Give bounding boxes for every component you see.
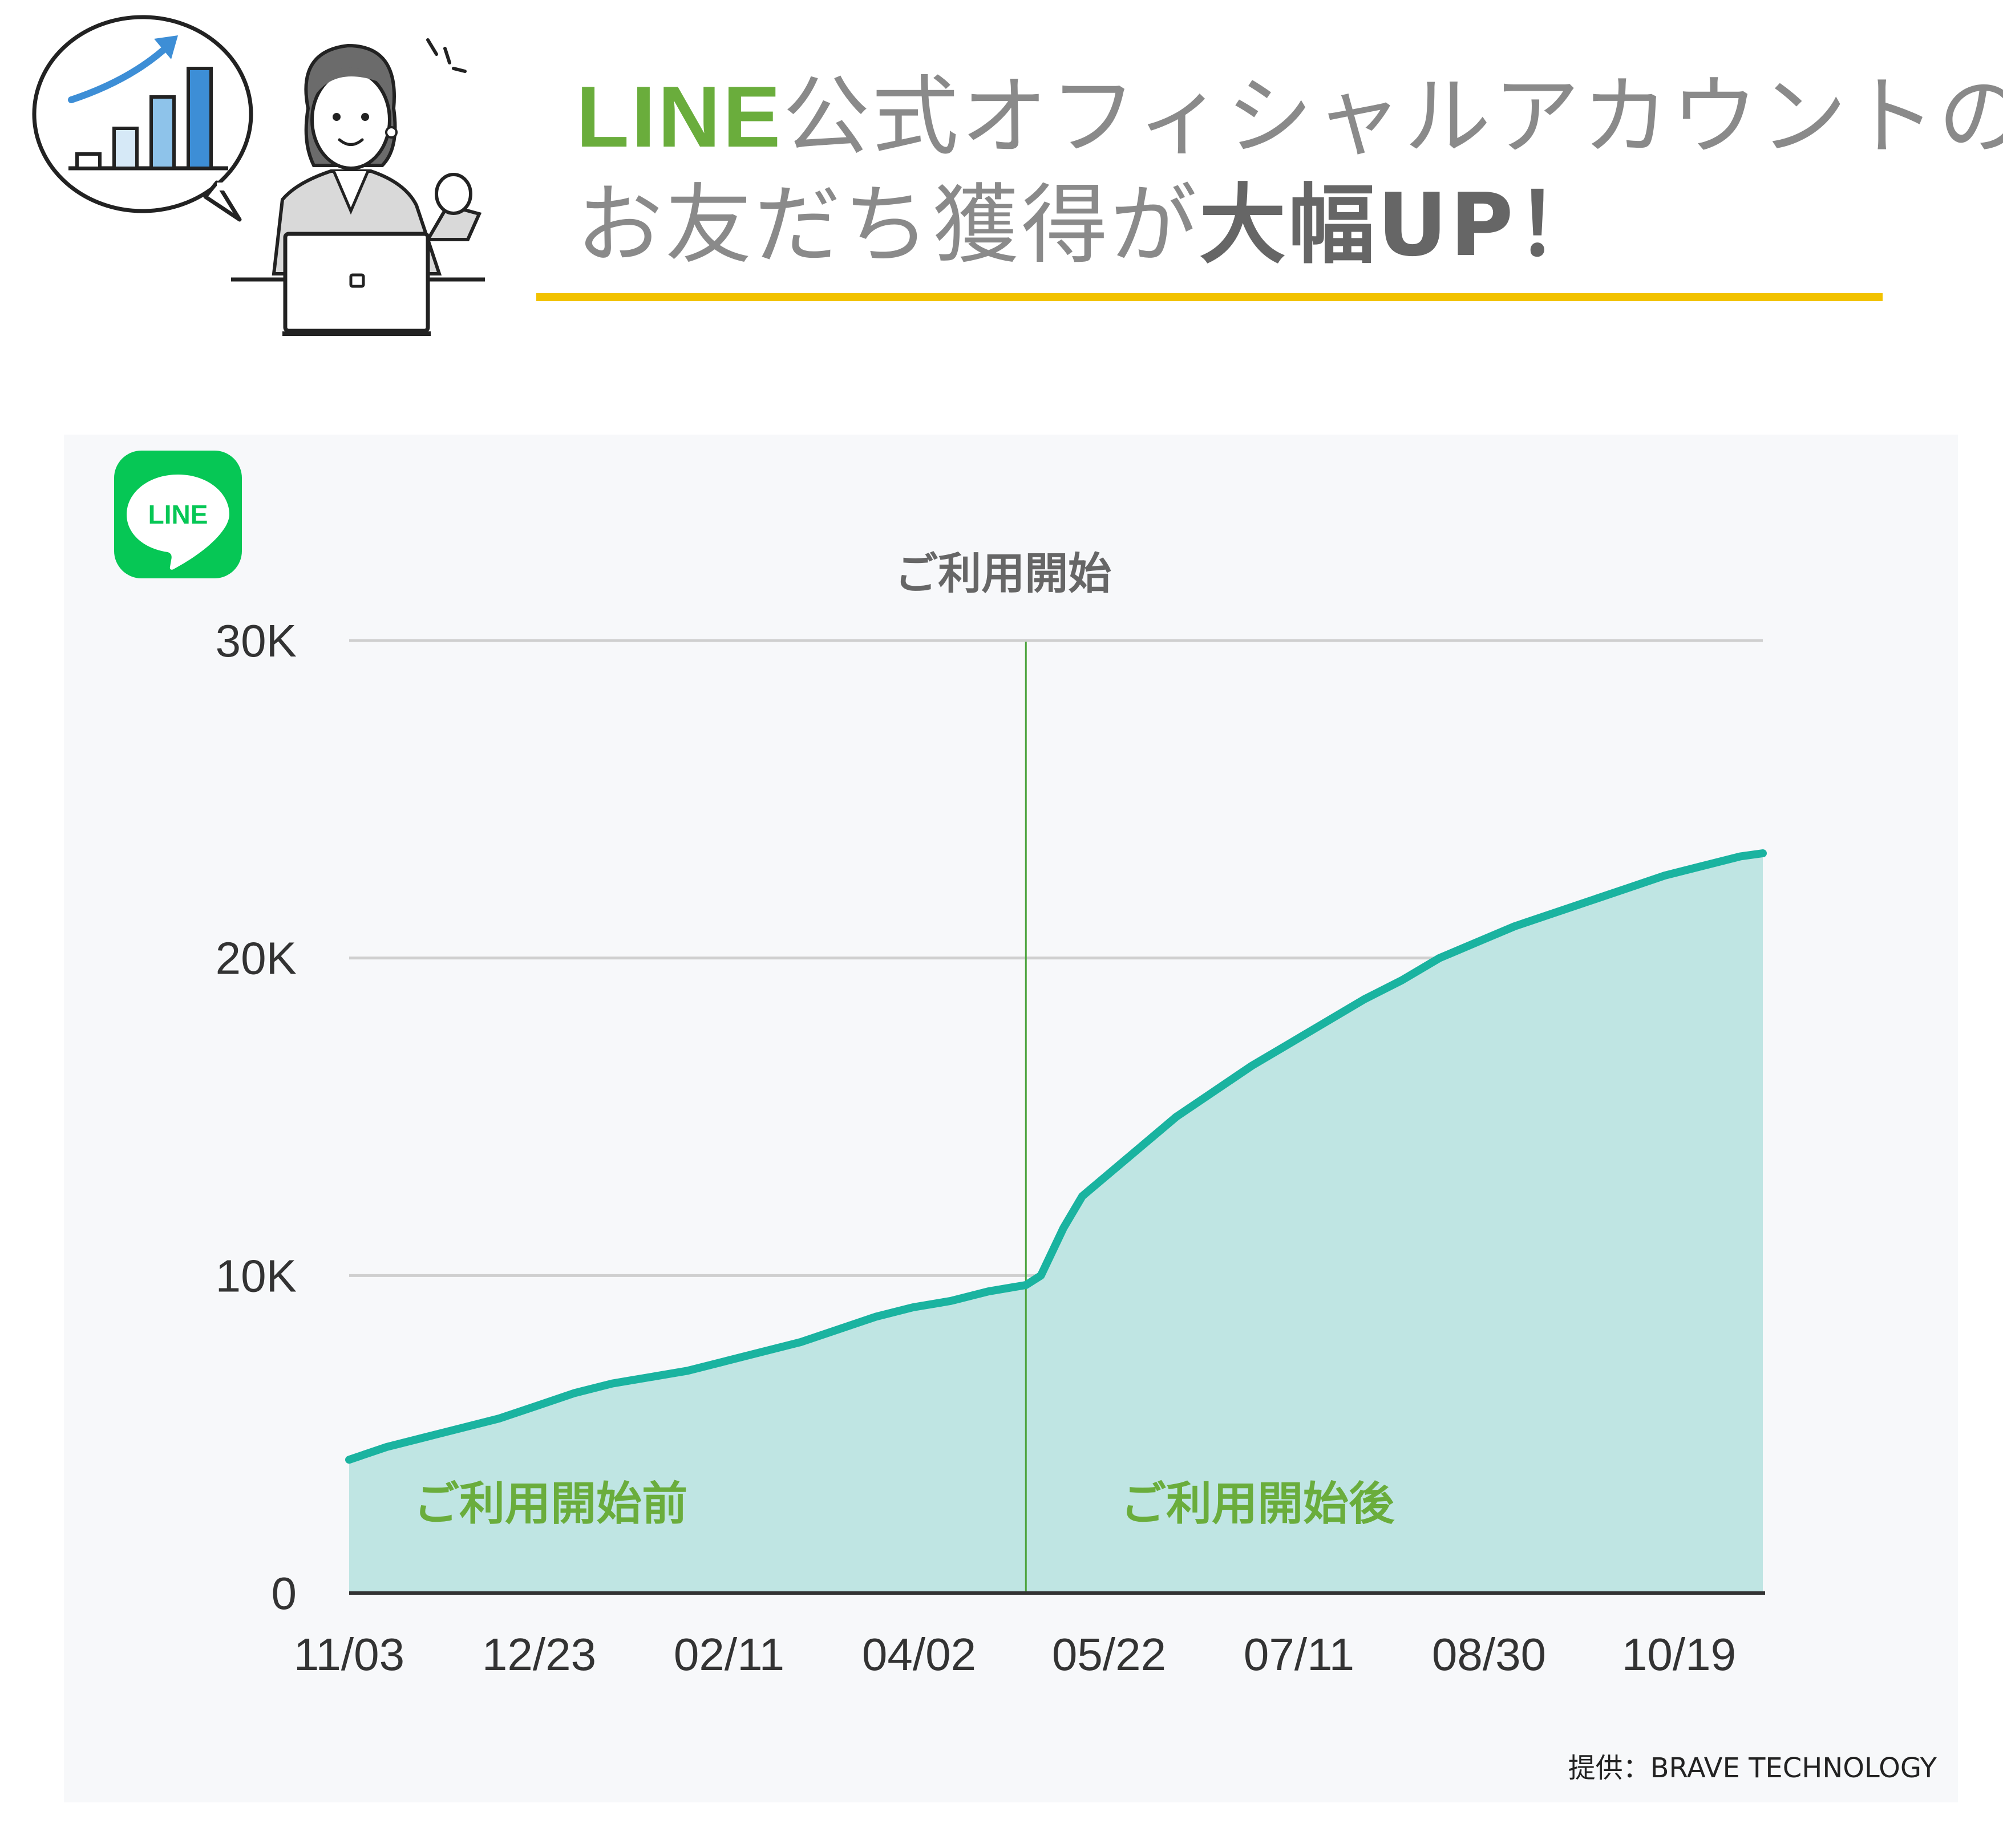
- headline-line-1-rest: 公式オフィシャルアカウントの: [783, 66, 2003, 167]
- y-axis-ticks: 0 10K 20K 30K: [216, 615, 297, 1619]
- illustration: [32, 15, 485, 336]
- start-marker-label: ご利用開始: [895, 548, 1111, 599]
- headline-exclamation: ！: [1515, 175, 1605, 275]
- rising-arrow-icon: [68, 35, 178, 103]
- x-tick-label: 07/11: [1244, 1629, 1354, 1680]
- headline-underline: [536, 293, 1883, 301]
- region-label-after: ご利用開始後: [1120, 1477, 1395, 1530]
- y-tick-label: 30K: [216, 615, 297, 666]
- y-tick-label: 0: [272, 1568, 297, 1619]
- x-tick-label: 02/11: [674, 1629, 784, 1680]
- x-tick-label: 04/02: [862, 1629, 976, 1680]
- x-axis-ticks: 11/03 12/23 02/11 04/02 05/22 07/11 08/30 10/19: [294, 1629, 1736, 1680]
- area-fill: [349, 853, 1763, 1593]
- headline-line-2-start: お友だち獲得が: [576, 175, 1199, 275]
- headline-line-1: LINE公式オフィシャルアカウントの: [576, 63, 2003, 171]
- x-tick-label: 05/22: [1052, 1629, 1166, 1680]
- bar-graph-icon: [68, 67, 228, 171]
- series-line: [345, 849, 1767, 1464]
- credit-text: 提供：BRAVE TECHNOLOGY: [1568, 1752, 1937, 1784]
- x-tick-label: 11/03: [294, 1629, 404, 1680]
- x-tick-label: 10/19: [1622, 1629, 1736, 1680]
- laptop-icon: [231, 232, 485, 336]
- line-logo-icon: LINE: [114, 451, 242, 578]
- x-tick-label: 12/23: [482, 1629, 596, 1680]
- region-label-before: ご利用開始前: [414, 1477, 687, 1530]
- y-tick-label: 10K: [216, 1250, 297, 1301]
- headline-brand: LINE: [576, 68, 783, 165]
- headline-line-2: お友だち獲得が大幅UP！: [576, 171, 1945, 279]
- x-tick-label: 08/30: [1432, 1629, 1546, 1680]
- headline: LINE公式オフィシャルアカウントの お友だち獲得が大幅UP！: [576, 63, 2003, 279]
- headline-emphasis: 大幅UP: [1199, 175, 1516, 275]
- line-logo-text: LINE: [148, 500, 208, 529]
- y-tick-label: 20K: [216, 933, 297, 984]
